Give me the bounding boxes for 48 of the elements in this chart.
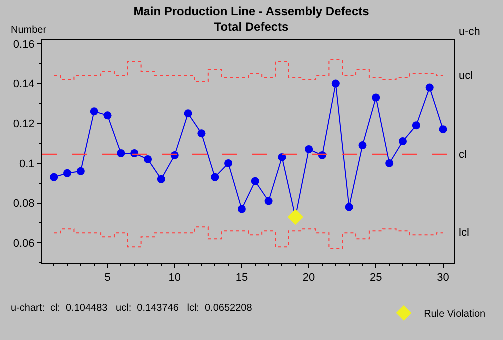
point — [76, 167, 85, 176]
ref-line-label: cl — [459, 149, 467, 161]
point — [104, 112, 112, 120]
point — [198, 130, 206, 138]
point — [372, 94, 380, 102]
point — [157, 175, 166, 184]
x-tick-label: 10 — [168, 272, 181, 284]
point — [439, 126, 448, 134]
point — [224, 159, 233, 168]
y-tick-label: 0.1 — [20, 158, 35, 170]
point — [117, 149, 126, 158]
text: u-chart: cl: 0.104483 ucl: 0.143746 lcl: 0.0652208 — [11, 303, 253, 314]
series-label: lcl — [459, 227, 470, 239]
chart-subtitle: Total Defects — [214, 20, 290, 34]
x-tick-label: 5 — [104, 272, 111, 284]
point — [211, 173, 220, 182]
point — [238, 205, 246, 214]
point — [251, 177, 260, 186]
x-tick-label: 15 — [236, 272, 248, 284]
point — [358, 142, 367, 150]
x-tick-label: 30 — [437, 272, 450, 284]
text: u-ch — [459, 26, 480, 38]
x-tick-label: 25 — [370, 272, 382, 284]
point — [426, 84, 434, 92]
series-label: ucl — [459, 70, 474, 82]
point — [90, 108, 98, 116]
point — [50, 173, 58, 182]
y-tick-label: 0.16 — [13, 38, 35, 51]
y-tick-label: 0.06 — [13, 238, 35, 250]
point — [64, 169, 72, 178]
point — [264, 197, 273, 206]
point — [399, 138, 407, 146]
x-tick-label: 20 — [302, 272, 316, 284]
point — [345, 203, 354, 212]
y-tick-label: 0.14 — [13, 78, 35, 91]
point — [412, 122, 420, 130]
y-tick-label: 0.12 — [13, 118, 35, 130]
point — [386, 159, 394, 168]
point — [278, 153, 286, 162]
chart-title: Main Production Line - Assembly Defects — [134, 4, 370, 18]
point — [332, 80, 340, 88]
point — [288, 209, 304, 226]
y-axis-title: Number — [11, 25, 48, 36]
point — [144, 155, 152, 164]
y-tick-label: 0.08 — [13, 198, 35, 210]
point — [184, 110, 192, 118]
legend-label: Rule Violation — [424, 309, 486, 320]
point — [305, 146, 314, 154]
